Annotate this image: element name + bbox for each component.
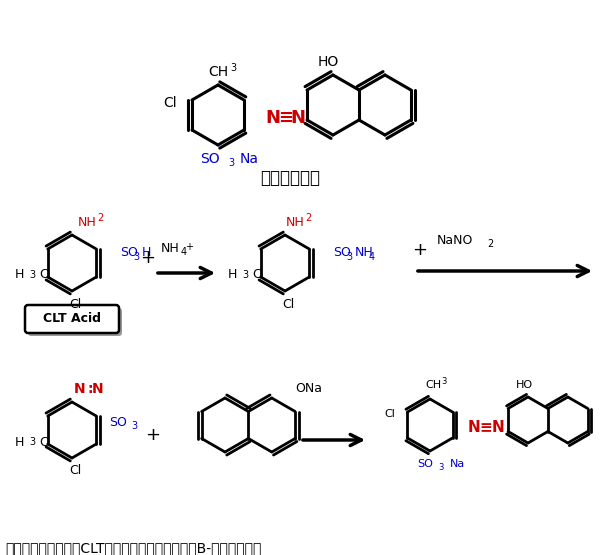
- Text: 3: 3: [228, 158, 234, 168]
- Text: N: N: [92, 382, 104, 396]
- Text: Cl: Cl: [385, 409, 395, 419]
- Text: Cl: Cl: [69, 465, 81, 477]
- Text: N: N: [265, 109, 281, 127]
- Text: +: +: [413, 241, 427, 259]
- Text: CH: CH: [208, 65, 228, 79]
- Text: SO: SO: [333, 246, 351, 260]
- Text: NaNO: NaNO: [437, 234, 473, 246]
- Text: H: H: [14, 436, 24, 448]
- Text: Na: Na: [240, 152, 259, 166]
- Text: 4: 4: [369, 252, 375, 262]
- Text: C: C: [39, 436, 48, 448]
- Text: C: C: [252, 269, 261, 281]
- Text: H: H: [14, 269, 24, 281]
- Text: N: N: [290, 109, 305, 127]
- Text: 3: 3: [133, 252, 139, 262]
- Text: Cl: Cl: [163, 96, 177, 110]
- Text: 3: 3: [442, 376, 446, 386]
- Text: NH: NH: [355, 246, 374, 260]
- Text: HO: HO: [515, 380, 533, 390]
- Text: 3: 3: [29, 270, 35, 280]
- Text: CLT Acid: CLT Acid: [43, 312, 101, 325]
- Text: 3: 3: [439, 463, 443, 472]
- Text: NH: NH: [286, 215, 304, 229]
- FancyBboxPatch shape: [25, 305, 119, 333]
- Text: SO: SO: [417, 459, 433, 469]
- Text: SO: SO: [120, 246, 138, 260]
- Text: 2: 2: [97, 213, 103, 223]
- Text: 3: 3: [242, 270, 248, 280]
- Text: 3: 3: [346, 252, 352, 262]
- Text: N: N: [491, 421, 505, 436]
- Text: C: C: [39, 269, 48, 281]
- Text: H: H: [142, 246, 151, 260]
- Text: SO: SO: [109, 416, 127, 428]
- Text: 3: 3: [131, 421, 137, 431]
- Text: +: +: [146, 426, 161, 444]
- Text: ≡: ≡: [479, 421, 493, 436]
- Text: CH: CH: [425, 380, 441, 390]
- FancyBboxPatch shape: [28, 308, 122, 336]
- Text: N: N: [467, 421, 481, 436]
- Text: SO: SO: [200, 152, 220, 166]
- Text: ≡: ≡: [278, 109, 293, 127]
- Text: 2: 2: [487, 239, 493, 249]
- Text: HO: HO: [317, 55, 338, 69]
- Text: N: N: [74, 382, 86, 396]
- Text: +: +: [140, 249, 155, 267]
- Text: 3: 3: [29, 437, 35, 447]
- Text: Na: Na: [450, 459, 465, 469]
- Text: 3: 3: [230, 63, 236, 73]
- Text: :: :: [87, 382, 93, 396]
- Text: H: H: [227, 269, 237, 281]
- Text: 金光红合成路线：由CLT酸经过成盐、重氮化、与B-萸酚耦合而得: 金光红合成路线：由CLT酸经过成盐、重氮化、与B-萸酚耦合而得: [5, 541, 262, 555]
- Text: Cl: Cl: [282, 297, 294, 310]
- Text: NH: NH: [161, 241, 179, 255]
- Text: +: +: [185, 242, 193, 252]
- Text: Cl: Cl: [69, 297, 81, 310]
- Text: 金光红分子式: 金光红分子式: [260, 169, 320, 187]
- Text: 2: 2: [305, 213, 311, 223]
- Text: 4: 4: [181, 247, 187, 257]
- Text: ONa: ONa: [295, 381, 322, 395]
- Text: NH: NH: [77, 215, 97, 229]
